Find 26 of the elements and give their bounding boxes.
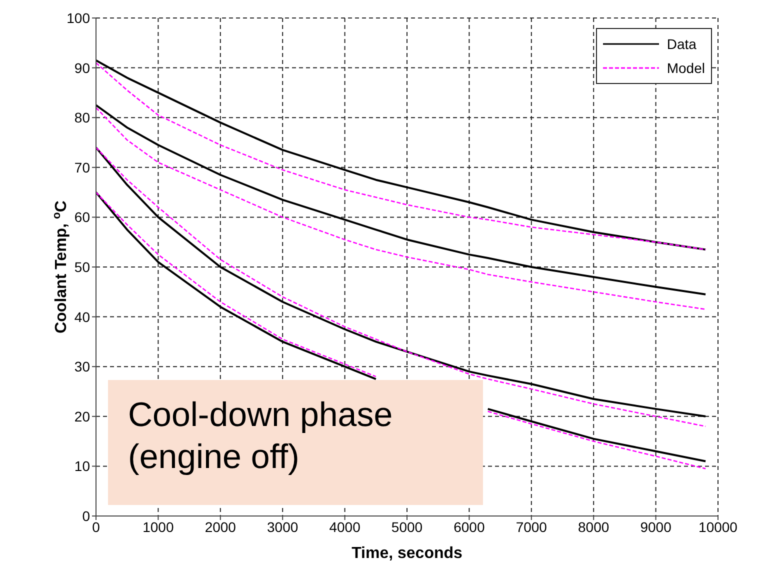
y-tick-label: 40 bbox=[74, 308, 90, 325]
annotation: Cool-down phase (engine off) bbox=[128, 395, 393, 478]
x-tick-label: 10000 bbox=[698, 518, 738, 535]
y-tick-label: 70 bbox=[74, 159, 90, 176]
y-tick-label: 20 bbox=[74, 408, 90, 424]
y-tick-label: 60 bbox=[74, 209, 90, 226]
x-tick-label: 3000 bbox=[267, 518, 298, 535]
x-tick-label: 7000 bbox=[516, 518, 548, 535]
y-tick-label: 10 bbox=[74, 458, 90, 474]
legend-label: Model bbox=[666, 59, 705, 78]
y-tick-label: 80 bbox=[74, 110, 90, 126]
y-tick-label: 50 bbox=[74, 258, 90, 275]
x-tick-label: 6000 bbox=[454, 518, 485, 535]
y-tick-label: 30 bbox=[74, 358, 90, 375]
y-tick-label: 0 bbox=[82, 508, 90, 524]
y-tick-label: 90 bbox=[74, 60, 90, 76]
x-tick-label: 9000 bbox=[640, 518, 672, 535]
x-tick-label: 0 bbox=[92, 518, 100, 535]
x-axis-title: Time, seconds bbox=[352, 545, 463, 562]
x-tick-label: 4000 bbox=[329, 518, 361, 535]
x-tick-label: 8000 bbox=[578, 518, 610, 535]
x-tick-label: 5000 bbox=[391, 518, 423, 535]
y-tick-label: 100 bbox=[66, 10, 90, 26]
x-tick-label: 1000 bbox=[142, 518, 174, 535]
legend-label: Data bbox=[666, 35, 696, 54]
x-tick-label: 2000 bbox=[204, 518, 236, 535]
